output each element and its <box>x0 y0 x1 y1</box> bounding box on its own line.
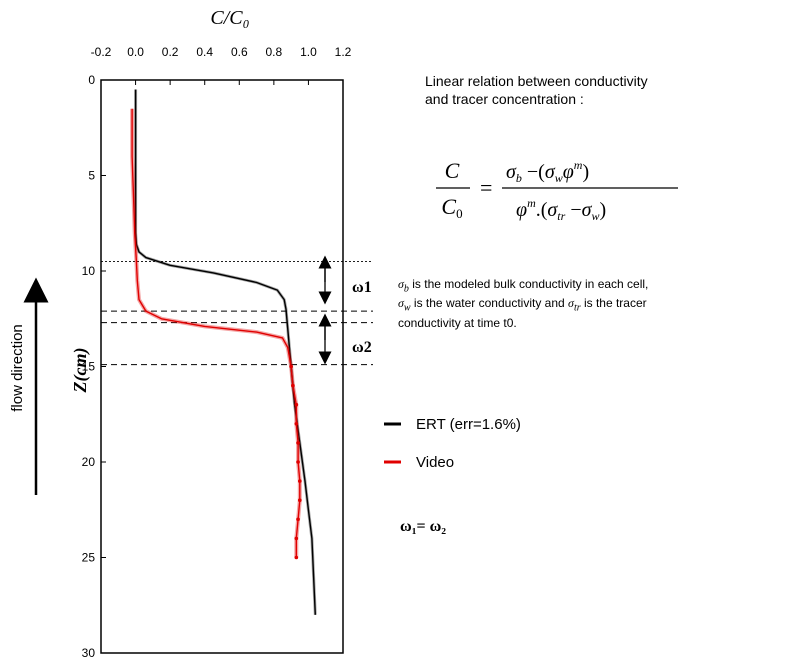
relation-line-1: Linear relation between conductivity <box>425 73 648 89</box>
svg-text:C0: C0 <box>441 194 462 221</box>
video-data-point <box>296 517 300 522</box>
sym-line-1: is the modeled bulk conductivity in each… <box>408 277 649 291</box>
video-data-point <box>294 555 299 560</box>
y-tick-label: 5 <box>88 169 95 183</box>
video-data-point <box>294 536 299 541</box>
x-tick-label: 0.2 <box>162 45 179 59</box>
video-data-point <box>297 479 302 483</box>
video-data-point <box>297 498 302 503</box>
x-tick-label: -0.2 <box>91 45 112 59</box>
x-tick-label: 0.6 <box>231 45 248 59</box>
svg-text:=: = <box>480 175 492 200</box>
y-tick-label: 20 <box>82 455 96 469</box>
relation-line-2: and tracer concentration : <box>425 91 584 107</box>
sym-line-3: conductivity at time t0. <box>398 315 517 330</box>
x-axis-ticks: -0.2 0.0 0.2 0.4 0.6 0.8 1.0 1.2 <box>91 45 352 85</box>
y-tick-label: 0 <box>88 73 95 87</box>
legend-video-label: Video <box>416 454 454 471</box>
x-tick-label: 0.4 <box>196 45 213 59</box>
y-tick-label: 15 <box>82 360 96 374</box>
video-data-point <box>294 422 299 426</box>
x-tick-label: 1.2 <box>335 45 352 59</box>
video-data-point <box>296 460 300 464</box>
video-data-point <box>294 402 299 407</box>
y-axis-ticks: 0 5 10 15 20 25 30 <box>82 73 106 660</box>
svg-text:C: C <box>445 158 460 183</box>
x-tick-label: 0.0 <box>127 45 144 59</box>
legend-ert-label: ERT (err=1.6%) <box>416 416 521 433</box>
sym-line-2b: is the tracer <box>580 296 647 311</box>
series-layer <box>130 89 317 615</box>
video-data-point <box>296 441 300 445</box>
plot-area <box>100 79 344 654</box>
sym-line-2a: is the water conductivity and <box>410 296 569 311</box>
ert-series-line <box>134 89 316 615</box>
y-tick-label: 25 <box>82 551 96 565</box>
video-data-point <box>289 364 293 369</box>
omega2-label: ω2 <box>352 339 372 356</box>
flow-direction-label: flow direction <box>9 324 26 412</box>
svg-text:φm.(σtr −σw): φm.(σtr −σw) <box>516 196 606 223</box>
relation-caption: Linear relation between conductivity and… <box>425 72 785 108</box>
video-series-line <box>131 108 301 558</box>
svg-text:σb −(σwφm): σb −(σwφm) <box>506 158 589 185</box>
x-tick-label: 1.0 <box>300 45 317 59</box>
omega1-label: ω1 <box>352 279 372 296</box>
formula: C C0 = σb −(σwφm) φm.(σtr −σw) <box>436 158 678 223</box>
x-tick-label: 0.8 <box>266 45 283 59</box>
video-data-point <box>291 383 295 388</box>
y-tick-label: 30 <box>82 646 96 660</box>
video-series-band <box>130 108 302 558</box>
symbol-description: σb is the modeled bulk conductivity in e… <box>398 277 790 331</box>
omega-equality: ω₁= ω₂ <box>400 518 446 535</box>
y-axis-title: Z(cm) <box>70 348 91 394</box>
y-tick-label: 10 <box>82 264 96 278</box>
x-axis-title: C/C₀ <box>210 7 249 29</box>
